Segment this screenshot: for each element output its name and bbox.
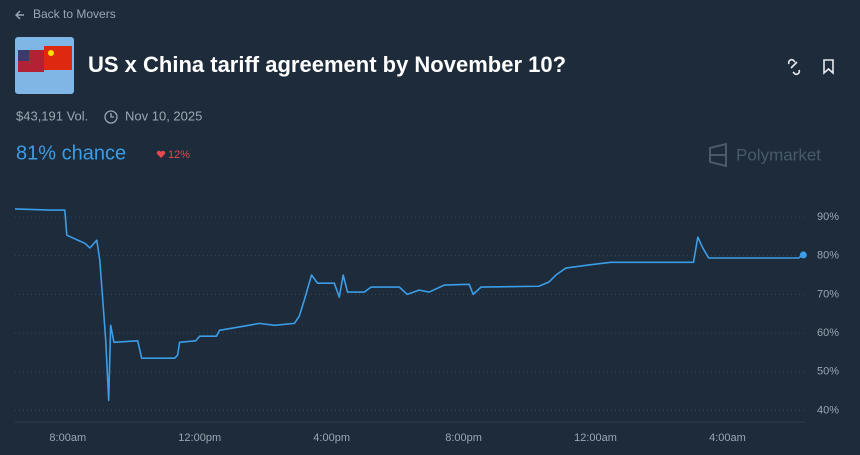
down-icon	[156, 150, 166, 158]
brand-logo	[709, 142, 727, 168]
x-tick-label: 4:00am	[709, 432, 746, 444]
arrow-icon	[15, 10, 24, 20]
clock-hands	[110, 113, 114, 118]
y-tick-label: 60%	[817, 327, 839, 339]
y-tick-label: 70%	[817, 288, 839, 300]
link-icon[interactable]	[787, 58, 801, 76]
bookmark-icon[interactable]	[823, 59, 834, 75]
volume: $43,191 Vol.	[16, 108, 88, 123]
back-link[interactable]: Back to Movers	[15, 7, 116, 21]
flag-us-canton	[18, 50, 29, 61]
y-tick-label: 40%	[817, 404, 839, 416]
y-tick-label: 80%	[817, 250, 839, 262]
chance: 81% chance	[16, 142, 126, 164]
flag-cn	[44, 46, 72, 70]
x-tick-label: 8:00pm	[445, 432, 482, 444]
change: 12%	[168, 149, 190, 161]
price-line	[14, 208, 804, 402]
link-glyph	[787, 58, 801, 76]
bookmark-glyph	[823, 59, 834, 75]
x-tick-label: 8:00am	[49, 432, 86, 444]
x-tick-label: 4:00pm	[313, 432, 350, 444]
x-tick-label: 12:00am	[574, 432, 617, 444]
market-image	[15, 37, 74, 94]
flag-cn-star	[48, 50, 54, 56]
back-text[interactable]: Back to Movers	[33, 7, 116, 21]
clock-icon	[104, 110, 118, 124]
brand: Polymarket	[736, 145, 821, 164]
y-tick-label: 90%	[817, 211, 839, 223]
y-tick-label: 50%	[817, 366, 839, 378]
end-date: Nov 10, 2025	[125, 108, 202, 123]
x-tick-label: 12:00pm	[178, 432, 221, 444]
title: US x China tariff agreement by November …	[88, 52, 566, 77]
last-point	[799, 251, 807, 259]
